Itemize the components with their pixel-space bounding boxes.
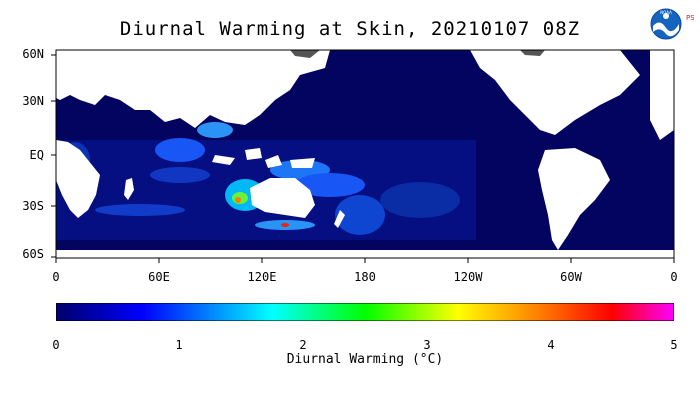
sea-ice [290,50,545,58]
land-masses [56,50,674,258]
lon-label-180: 180 [354,270,376,284]
colorbar-tick-3: 3 [423,338,431,352]
colorbar-tick-2: 2 [299,338,307,352]
colorbar-label: Diurnal Warming (°C) [286,352,444,367]
lat-label-60s: 60S [22,247,44,261]
lon-label-60e: 60E [148,270,170,284]
noaa-psl-logo-icon: NOAA PSL [650,8,694,40]
lon-label-120w: 120W [453,270,483,284]
lon-label-60w: 60W [560,270,582,284]
colorbar-tick-0: 0 [52,338,60,352]
lon-label-0: 0 [52,270,60,284]
map-title: Diurnal Warming at Skin, 20210107 08Z [119,18,581,40]
axis-ticks [51,54,675,263]
map-panel [51,49,675,263]
lat-label-eq: EQ [29,148,44,162]
colorbar-tick-1: 1 [175,338,183,352]
lon-label-0-east: 0 [670,270,678,284]
colorbar-tick-5: 5 [670,338,678,352]
lat-label-60n: 60N [22,47,44,61]
lon-label-120e: 120E [247,270,277,284]
colorbar-tick-4: 4 [547,338,555,352]
psl-text: PSL [686,14,694,22]
lat-label-30s: 30S [22,199,44,213]
svg-text:NOAA: NOAA [660,10,672,15]
colorbar [56,303,674,321]
lat-label-30n: 30N [22,94,44,108]
